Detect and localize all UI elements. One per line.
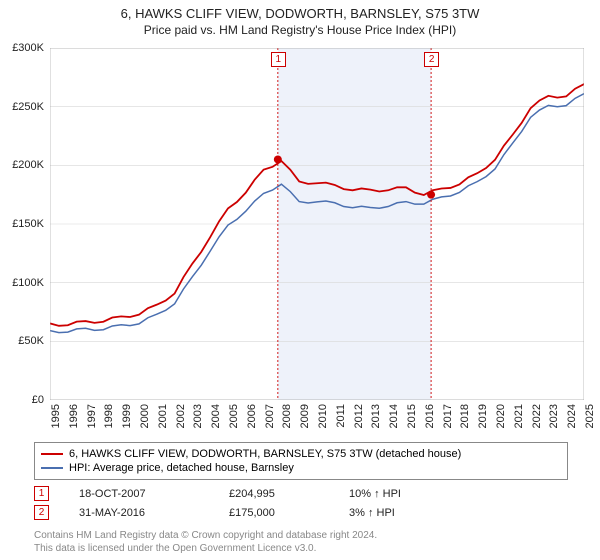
chart-svg xyxy=(50,48,584,400)
x-tick-label: 2003 xyxy=(192,404,204,428)
x-tick-label: 2017 xyxy=(442,404,454,428)
chart-container: 6, HAWKS CLIFF VIEW, DODWORTH, BARNSLEY,… xyxy=(0,0,600,560)
y-tick-label: £0 xyxy=(32,394,44,406)
legend-label: HPI: Average price, detached house, Barn… xyxy=(69,462,294,474)
x-tick-label: 2022 xyxy=(531,404,543,428)
sale-delta: 3% ↑ HPI xyxy=(349,507,395,519)
x-tick-label: 2001 xyxy=(157,404,169,428)
y-tick-label: £200K xyxy=(12,159,44,171)
y-tick-label: £150K xyxy=(12,218,44,230)
footer-line-1: Contains HM Land Registry data © Crown c… xyxy=(34,530,377,543)
x-tick-label: 2011 xyxy=(335,404,347,428)
x-tick-label: 2021 xyxy=(513,404,525,428)
x-tick-label: 2023 xyxy=(548,404,560,428)
sale-price: £175,000 xyxy=(229,507,319,519)
x-tick-label: 2019 xyxy=(477,404,489,428)
legend-item: HPI: Average price, detached house, Barn… xyxy=(41,461,561,475)
x-tick-label: 2018 xyxy=(459,404,471,428)
x-tick-label: 2020 xyxy=(495,404,507,428)
sale-marker: 1 xyxy=(34,486,49,501)
sale-date: 18-OCT-2007 xyxy=(79,488,199,500)
chart-title: 6, HAWKS CLIFF VIEW, DODWORTH, BARNSLEY,… xyxy=(0,0,600,21)
y-tick-label: £250K xyxy=(12,101,44,113)
sale-row: 2 31-MAY-2016 £175,000 3% ↑ HPI xyxy=(34,503,401,522)
sale-marker: 2 xyxy=(34,505,49,520)
sale-date: 31-MAY-2016 xyxy=(79,507,199,519)
legend-swatch xyxy=(41,453,63,455)
x-tick-label: 2004 xyxy=(210,404,222,428)
sale-marker: 2 xyxy=(424,52,439,67)
x-tick-label: 2012 xyxy=(353,404,365,428)
legend-item: 6, HAWKS CLIFF VIEW, DODWORTH, BARNSLEY,… xyxy=(41,447,561,461)
x-tick-label: 2015 xyxy=(406,404,418,428)
sale-delta: 10% ↑ HPI xyxy=(349,488,401,500)
x-tick-label: 2025 xyxy=(584,404,596,428)
legend-swatch xyxy=(41,467,63,469)
attribution-footer: Contains HM Land Registry data © Crown c… xyxy=(34,530,377,555)
x-tick-label: 2010 xyxy=(317,404,329,428)
sale-price: £204,995 xyxy=(229,488,319,500)
legend-box: 6, HAWKS CLIFF VIEW, DODWORTH, BARNSLEY,… xyxy=(34,442,568,480)
plot-area xyxy=(50,48,584,400)
x-tick-label: 2000 xyxy=(139,404,151,428)
x-tick-label: 2005 xyxy=(228,404,240,428)
x-tick-label: 2024 xyxy=(566,404,578,428)
x-tick-label: 1999 xyxy=(121,404,133,428)
y-tick-label: £50K xyxy=(18,335,44,347)
x-tick-label: 1997 xyxy=(86,404,98,428)
legend-label: 6, HAWKS CLIFF VIEW, DODWORTH, BARNSLEY,… xyxy=(69,448,461,460)
sale-marker: 1 xyxy=(271,52,286,67)
x-tick-label: 2007 xyxy=(264,404,276,428)
y-tick-label: £300K xyxy=(12,42,44,54)
x-tick-label: 1998 xyxy=(103,404,115,428)
x-tick-label: 1996 xyxy=(68,404,80,428)
x-tick-label: 2014 xyxy=(388,404,400,428)
x-tick-label: 1995 xyxy=(50,404,62,428)
sales-table: 1 18-OCT-2007 £204,995 10% ↑ HPI 2 31-MAY-201… xyxy=(34,484,401,522)
chart-subtitle: Price paid vs. HM Land Registry's House … xyxy=(0,21,600,37)
x-tick-label: 2008 xyxy=(281,404,293,428)
x-tick-label: 2009 xyxy=(299,404,311,428)
x-tick-label: 2016 xyxy=(424,404,436,428)
x-tick-label: 2006 xyxy=(246,404,258,428)
footer-line-2: This data is licensed under the Open Gov… xyxy=(34,543,377,556)
x-tick-label: 2002 xyxy=(175,404,187,428)
y-tick-label: £100K xyxy=(12,277,44,289)
x-tick-label: 2013 xyxy=(370,404,382,428)
sale-row: 1 18-OCT-2007 £204,995 10% ↑ HPI xyxy=(34,484,401,503)
